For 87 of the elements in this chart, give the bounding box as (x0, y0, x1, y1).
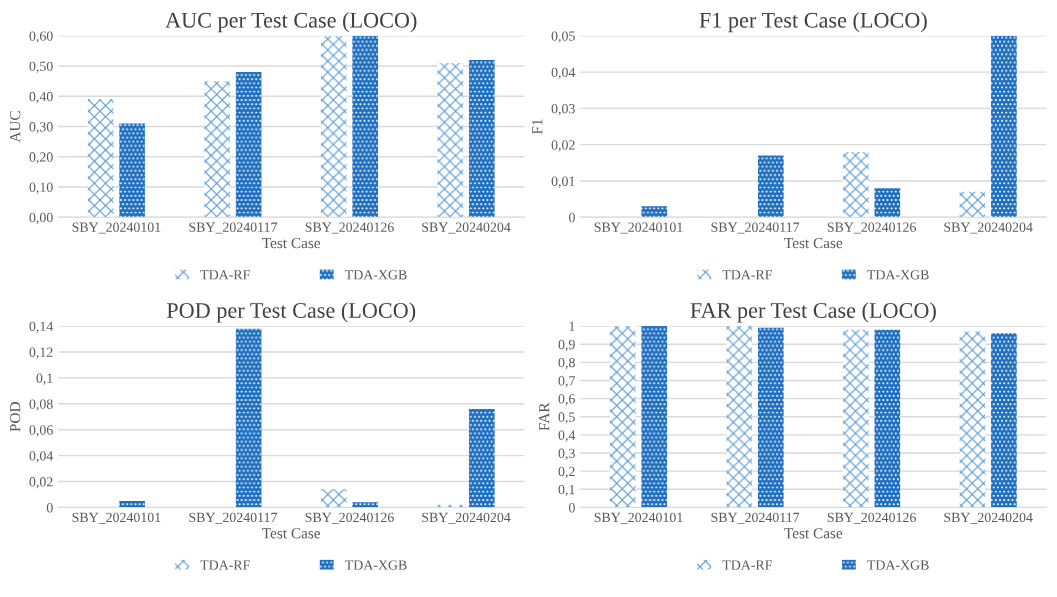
bar (235, 72, 262, 218)
x-tick-label: SBY_20240126 (827, 512, 916, 524)
y-tick-label: 0,50 (29, 61, 53, 74)
y-tick-label: 0,1 (36, 373, 53, 385)
bar (959, 191, 986, 218)
legend-label: TDA-XGB (345, 270, 407, 280)
y-tick-label: 0,02 (551, 140, 575, 152)
y-tick-label: 0,6 (558, 394, 575, 406)
y-tick-label: 0,08 (29, 399, 53, 411)
y-tick-label: 0,1 (558, 484, 575, 497)
y-tick-label: 0,30 (29, 122, 53, 134)
bar (320, 489, 347, 508)
y-tick-label: 0,03 (551, 103, 575, 116)
y-tick-label: 0,05 (551, 31, 575, 43)
bar (352, 35, 379, 218)
bar (437, 63, 464, 218)
y-tick-label: 0,10 (29, 182, 53, 194)
y-tick-label: 0,14 (29, 321, 54, 334)
bar (119, 500, 145, 508)
x-tick-label: SBY_20240117 (711, 512, 800, 524)
x-axis-title: Test Case (262, 528, 321, 539)
y-tick-label: 1 (569, 321, 575, 331)
chart-title: F1 per Test Case (LOCO) (699, 12, 927, 33)
bar (87, 99, 114, 218)
y-tick-label: 0,5 (558, 412, 575, 424)
x-axis-title: Test Case (784, 237, 843, 249)
bar (843, 151, 869, 218)
y-axis-title: AUC (10, 111, 21, 143)
y-tick-label: 0,02 (29, 477, 53, 489)
x-tick-label: SBY_20240117 (189, 222, 278, 234)
y-axis-title: FAR (539, 402, 550, 431)
x-axis-title: Test Case (262, 237, 321, 249)
y-tick-label: 0,3 (558, 448, 575, 460)
x-tick-label: SBY_20240204 (422, 512, 511, 524)
x-tick-label: SBY_20240204 (944, 512, 1033, 524)
y-tick-label: 0,20 (29, 152, 53, 164)
y-tick-label: 0,00 (29, 212, 53, 225)
y-tick-label: 0,04 (29, 451, 54, 463)
y-tick-label: 0,60 (29, 31, 53, 43)
x-tick-label: SBY_20240101 (594, 512, 683, 524)
y-tick-label: 0,2 (558, 466, 575, 479)
chart-title: AUC per Test Case (LOCO) (165, 12, 417, 33)
x-tick-label: SBY_20240101 (72, 512, 161, 524)
y-tick-label: 0 (46, 503, 53, 513)
legend-label: TDA-XGB (867, 270, 929, 280)
bar (468, 60, 495, 218)
bar (991, 35, 1017, 218)
legend-label: TDA-RF (722, 270, 772, 280)
legend-label: TDA-XGB (867, 560, 929, 570)
bar (641, 206, 668, 218)
legend-label: TDA-RF (200, 270, 250, 280)
x-axis-title: Test Case (784, 528, 843, 539)
bar (204, 81, 231, 218)
x-tick-label: SBY_20240117 (711, 222, 800, 234)
x-tick-label: SBY_20240204 (944, 222, 1033, 234)
x-tick-label: SBY_20240204 (422, 222, 511, 234)
y-tick-label: 0,04 (551, 67, 576, 80)
y-tick-label: 0,4 (558, 430, 576, 442)
legend-label: TDA-RF (200, 560, 250, 570)
y-tick-label: 0,01 (551, 176, 575, 188)
y-tick-label: 0,7 (558, 376, 575, 388)
x-tick-label: SBY_20240126 (305, 512, 394, 524)
bar (874, 188, 901, 218)
chart-title: FAR per Test Case (LOCO) (690, 302, 936, 323)
legend-label: TDA-RF (722, 560, 772, 570)
x-tick-label: SBY_20240101 (594, 222, 683, 234)
bar (119, 123, 145, 218)
bar (757, 155, 784, 218)
y-tick-label: 0,12 (29, 347, 53, 359)
legend-label: TDA-XGB (345, 560, 407, 570)
y-tick-label: 0 (568, 212, 575, 223)
y-tick-label: 0,9 (558, 339, 575, 352)
y-axis-title: POD (10, 402, 21, 432)
x-tick-label: SBY_20240117 (189, 512, 278, 524)
x-tick-label: SBY_20240126 (827, 222, 916, 234)
x-tick-label: SBY_20240101 (72, 222, 161, 234)
y-tick-label: 0,8 (558, 357, 575, 370)
y-tick-label: 0 (568, 503, 575, 513)
y-axis-title: F1 (532, 119, 543, 135)
y-tick-label: 0,06 (29, 425, 53, 437)
bar (352, 502, 379, 508)
bar (235, 328, 262, 508)
y-tick-label: 0,40 (29, 91, 53, 104)
chart-title: POD per Test Case (LOCO) (166, 302, 416, 323)
bar (468, 408, 495, 508)
x-tick-label: SBY_20240126 (305, 222, 394, 234)
bar (320, 35, 347, 218)
